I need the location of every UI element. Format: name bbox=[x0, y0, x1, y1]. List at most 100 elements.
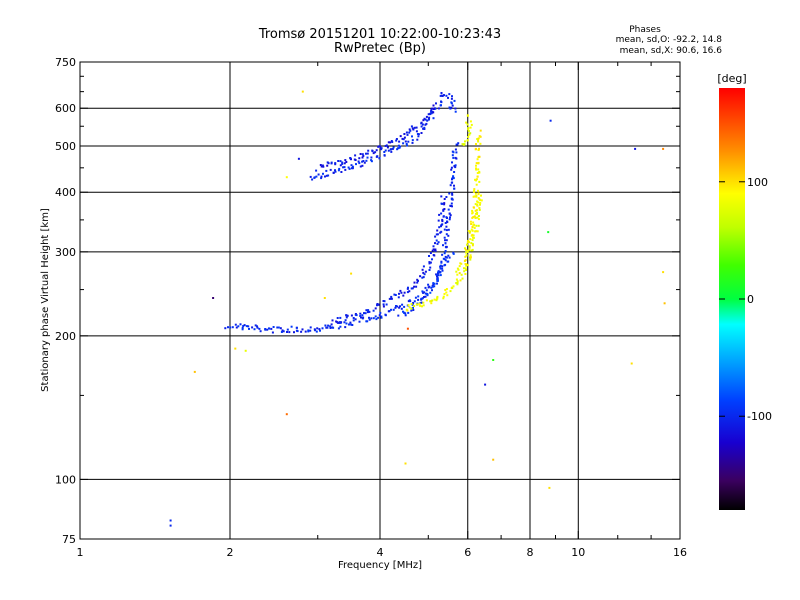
echo-point bbox=[406, 133, 409, 136]
echo-point bbox=[421, 123, 424, 126]
echo-point bbox=[432, 248, 435, 251]
echo-point bbox=[399, 135, 402, 138]
echo-point bbox=[348, 323, 350, 326]
echo-point bbox=[343, 321, 346, 324]
x-tick-label: 10 bbox=[571, 546, 585, 559]
echo-point bbox=[420, 301, 423, 304]
echo-point bbox=[398, 140, 401, 143]
echo-point bbox=[317, 173, 320, 176]
echo-point bbox=[475, 183, 478, 186]
echo-point bbox=[443, 258, 446, 261]
echo-point bbox=[471, 229, 474, 232]
echo-point bbox=[371, 149, 374, 152]
echo-point bbox=[330, 161, 333, 164]
echo-point bbox=[442, 295, 445, 298]
echo-point bbox=[363, 312, 365, 315]
phase-stats-o: mean, sd,O: -92.2, 14.8 bbox=[616, 35, 723, 45]
echo-point bbox=[454, 148, 457, 151]
echo-point bbox=[407, 140, 410, 143]
echo-point bbox=[336, 317, 339, 319]
echo-point bbox=[453, 184, 455, 187]
echo-point bbox=[478, 147, 480, 150]
echo-point bbox=[435, 102, 437, 105]
echo-point bbox=[315, 175, 318, 178]
echo-point bbox=[451, 95, 453, 98]
echo-point bbox=[456, 280, 459, 283]
scatter-point bbox=[297, 157, 300, 160]
echo-point bbox=[444, 222, 447, 224]
echo-point bbox=[362, 160, 365, 162]
echo-point bbox=[449, 216, 451, 219]
echo-point bbox=[403, 311, 406, 314]
echo-point bbox=[447, 228, 450, 231]
echo-point bbox=[434, 248, 437, 251]
echo-point bbox=[454, 156, 457, 159]
echo-point bbox=[295, 326, 298, 329]
echo-point bbox=[309, 175, 312, 178]
echo-point bbox=[424, 286, 427, 289]
echo-point bbox=[467, 128, 470, 131]
echo-point bbox=[372, 309, 375, 312]
echo-point bbox=[392, 308, 395, 311]
echo-point bbox=[397, 314, 400, 317]
echo-point bbox=[475, 167, 477, 170]
echo-point bbox=[334, 163, 337, 166]
echo-point bbox=[437, 107, 440, 110]
echo-point bbox=[316, 327, 319, 330]
echo-point bbox=[454, 110, 457, 113]
echo-point bbox=[457, 142, 460, 145]
echo-point bbox=[445, 245, 448, 248]
echo-point bbox=[444, 289, 447, 291]
scatter-point bbox=[285, 413, 288, 416]
echo-point bbox=[293, 331, 295, 334]
echo-point bbox=[445, 225, 448, 228]
echo-point bbox=[359, 312, 362, 315]
echo-point bbox=[332, 326, 335, 329]
echo-point bbox=[440, 100, 442, 103]
echo-point bbox=[354, 318, 357, 321]
echo-point bbox=[449, 184, 452, 187]
echo-point bbox=[375, 149, 378, 152]
echo-point bbox=[403, 305, 406, 308]
echo-point bbox=[422, 265, 425, 268]
echo-point bbox=[443, 198, 446, 200]
echo-point bbox=[365, 152, 367, 155]
echo-point bbox=[251, 326, 254, 329]
echo-point bbox=[390, 140, 393, 142]
echo-point bbox=[469, 132, 472, 135]
scatter-point bbox=[212, 297, 215, 299]
echo-point bbox=[445, 233, 448, 236]
echo-point bbox=[464, 247, 466, 250]
echo-point bbox=[458, 272, 461, 275]
scatter-point bbox=[634, 147, 637, 150]
echo-point bbox=[370, 156, 373, 159]
echo-point bbox=[398, 146, 401, 149]
echo-point bbox=[465, 251, 467, 254]
echo-point bbox=[478, 155, 481, 158]
echo-point bbox=[441, 269, 444, 272]
echo-point bbox=[465, 264, 468, 267]
echo-point bbox=[452, 252, 455, 255]
echo-point bbox=[341, 161, 344, 164]
echo-point bbox=[320, 175, 323, 178]
echo-point bbox=[377, 145, 380, 148]
echo-point bbox=[439, 94, 442, 97]
echo-point bbox=[474, 192, 477, 195]
echo-point bbox=[339, 160, 342, 163]
echo-point bbox=[350, 164, 353, 167]
echo-point bbox=[469, 256, 472, 259]
echo-point bbox=[467, 230, 470, 232]
echo-point bbox=[408, 131, 411, 134]
echo-point bbox=[451, 192, 454, 195]
echo-point bbox=[331, 319, 334, 322]
echo-point bbox=[390, 150, 393, 153]
echo-point bbox=[345, 322, 348, 325]
echo-point bbox=[468, 241, 470, 244]
echo-point bbox=[355, 163, 357, 166]
echo-point bbox=[444, 242, 447, 245]
x-tick-label: 4 bbox=[377, 546, 384, 559]
echo-point bbox=[334, 169, 336, 172]
echo-point bbox=[370, 159, 373, 162]
scatter-point bbox=[492, 359, 495, 361]
echo-point bbox=[372, 317, 375, 320]
